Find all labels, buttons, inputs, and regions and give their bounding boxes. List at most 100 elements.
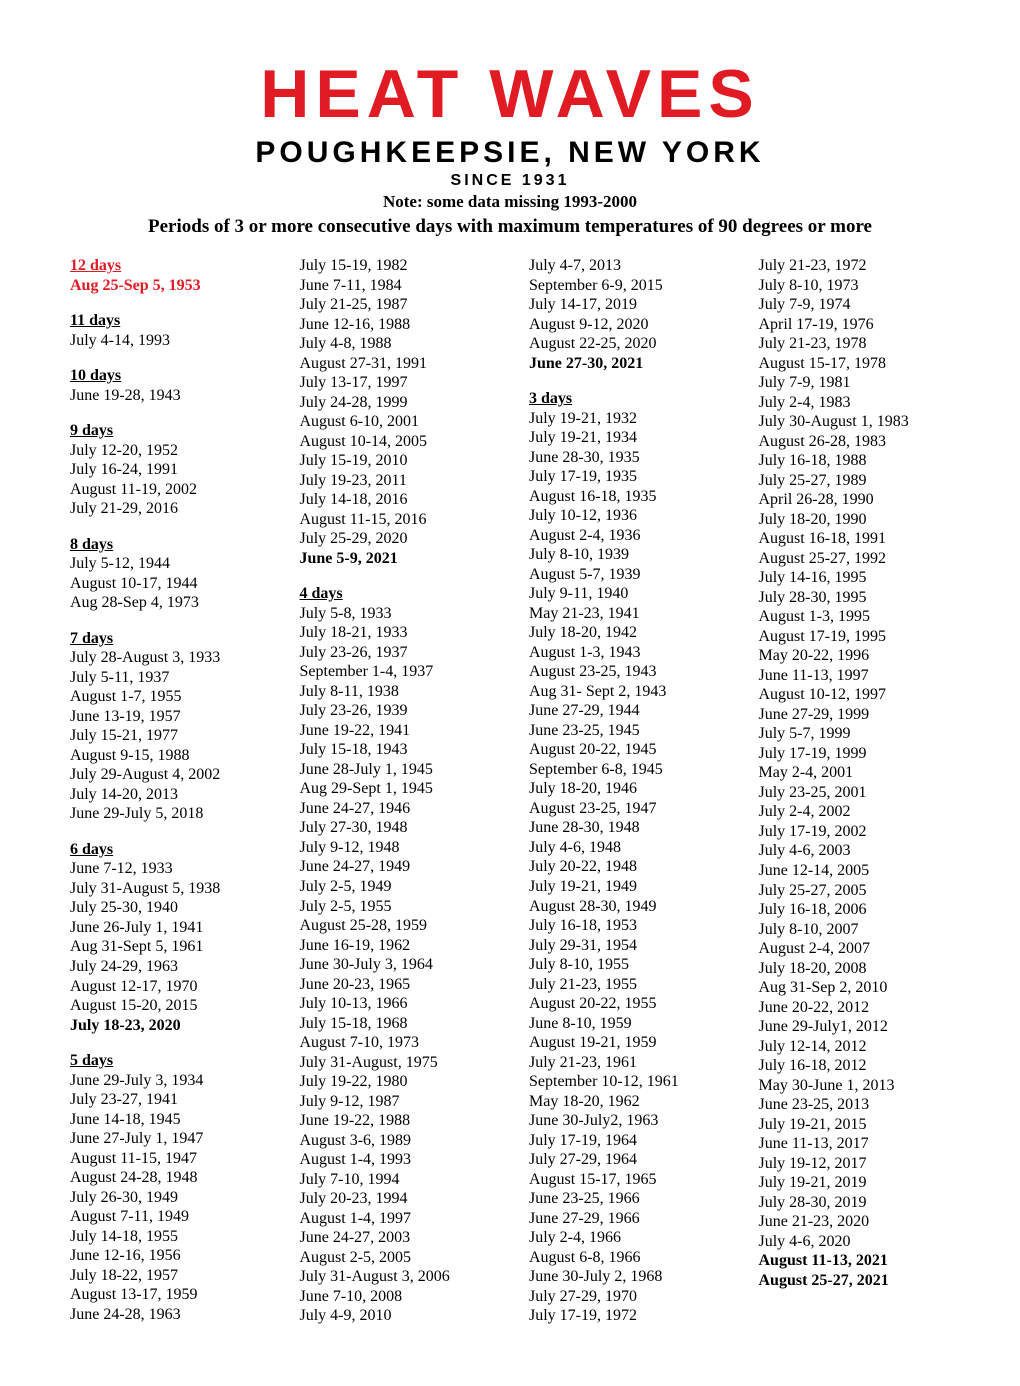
- date-entry: July 31-August, 1975: [300, 1053, 492, 1073]
- group-heading: 7 days: [70, 629, 262, 649]
- date-entry: July 29-August 4, 2002: [70, 765, 262, 785]
- date-entry: July 19-21, 1934: [529, 428, 721, 448]
- date-entry: June 23-25, 2013: [759, 1095, 951, 1115]
- date-entry: July 15-18, 1943: [300, 740, 492, 760]
- date-entry: July 2-5, 1949: [300, 877, 492, 897]
- date-entry: August 22-25, 2020: [529, 334, 721, 354]
- date-entry: August 25-27, 2021: [759, 1271, 951, 1291]
- date-entry: July 28-August 3, 1933: [70, 648, 262, 668]
- date-entry: July 27-30, 1948: [300, 818, 492, 838]
- date-entry: August 24-28, 1948: [70, 1168, 262, 1188]
- date-entry: August 28-30, 1949: [529, 897, 721, 917]
- date-entry: June 28-July 1, 1945: [300, 760, 492, 780]
- date-entry: July 18-20, 1942: [529, 623, 721, 643]
- group-heading: 6 days: [70, 840, 262, 860]
- date-entry: July 21-23, 1961: [529, 1053, 721, 1073]
- date-entry: June 29-July 3, 1934: [70, 1071, 262, 1091]
- group-heading: 5 days: [70, 1051, 262, 1071]
- date-entry: July 17-19, 2002: [759, 822, 951, 842]
- date-entry: July 13-17, 1997: [300, 373, 492, 393]
- date-entry: June 8-10, 1959: [529, 1014, 721, 1034]
- date-entry: June 19-28, 1943: [70, 386, 262, 406]
- date-entry: July 18-20, 1946: [529, 779, 721, 799]
- date-entry: August 13-17, 1959: [70, 1285, 262, 1305]
- date-entry: July 24-29, 1963: [70, 957, 262, 977]
- date-entry: Aug 31- Sept 2, 1943: [529, 682, 721, 702]
- date-entry: July 7-9, 1981: [759, 373, 951, 393]
- date-entry: August 6-8, 1966: [529, 1248, 721, 1268]
- date-entry: June 20-22, 2012: [759, 998, 951, 1018]
- date-entry: June 5-9, 2021: [300, 549, 492, 569]
- date-entry: July 10-12, 1936: [529, 506, 721, 526]
- date-entry: July 5-12, 1944: [70, 554, 262, 574]
- date-entry: August 20-22, 1945: [529, 740, 721, 760]
- date-entry: August 17-19, 1995: [759, 627, 951, 647]
- description-line: Periods of 3 or more consecutive days wi…: [70, 216, 950, 238]
- date-entry: April 17-19, 1976: [759, 315, 951, 335]
- date-entry: May 2-4, 2001: [759, 763, 951, 783]
- date-entry: June 29-July 5, 2018: [70, 804, 262, 824]
- group-heading: 11 days: [70, 311, 262, 331]
- date-entry: July 10-13, 1966: [300, 994, 492, 1014]
- date-entry: July 2-4, 1966: [529, 1228, 721, 1248]
- date-entry: July 5-7, 1999: [759, 724, 951, 744]
- date-entry: June 23-25, 1966: [529, 1189, 721, 1209]
- date-entry: July 5-8, 1933: [300, 604, 492, 624]
- date-entry: July 20-23, 1994: [300, 1189, 492, 1209]
- date-entry: July 14-17, 2019: [529, 295, 721, 315]
- note-line: Note: some data missing 1993-2000: [70, 192, 950, 212]
- date-entry: July 8-10, 1955: [529, 955, 721, 975]
- date-entry: July 25-27, 1989: [759, 471, 951, 491]
- date-entry: June 7-12, 1933: [70, 859, 262, 879]
- date-entry: July 17-19, 1964: [529, 1131, 721, 1151]
- date-entry: July 9-11, 1940: [529, 584, 721, 604]
- date-entry: May 20-22, 1996: [759, 646, 951, 666]
- date-entry: June 29-July1, 2012: [759, 1017, 951, 1037]
- date-entry: July 15-19, 2010: [300, 451, 492, 471]
- date-entry: June 28-30, 1948: [529, 818, 721, 838]
- date-entry: August 11-19, 2002: [70, 480, 262, 500]
- group-heading: 10 days: [70, 366, 262, 386]
- date-entry: June 24-27, 1946: [300, 799, 492, 819]
- date-entry: August 1-7, 1955: [70, 687, 262, 707]
- date-entry: June 12-16, 1956: [70, 1246, 262, 1266]
- date-entry: July 4-14, 1993: [70, 331, 262, 351]
- date-entry: August 19-21, 1959: [529, 1033, 721, 1053]
- date-entry: July 31-August 5, 1938: [70, 879, 262, 899]
- date-entry: September 10-12, 1961: [529, 1072, 721, 1092]
- date-entry: May 30-June 1, 2013: [759, 1076, 951, 1096]
- date-entry: July 21-25, 1987: [300, 295, 492, 315]
- date-entry: July 21-23, 1955: [529, 975, 721, 995]
- date-entry: July 19-23, 2011: [300, 471, 492, 491]
- date-entry: July 19-21, 2019: [759, 1173, 951, 1193]
- date-entry: July 26-30, 1949: [70, 1188, 262, 1208]
- date-entry: June 27-29, 1966: [529, 1209, 721, 1229]
- date-entry: August 1-4, 1993: [300, 1150, 492, 1170]
- date-entry: May 18-20, 1962: [529, 1092, 721, 1112]
- date-entry: July 8-10, 1939: [529, 545, 721, 565]
- date-entry: August 20-22, 1955: [529, 994, 721, 1014]
- date-entry: August 23-25, 1947: [529, 799, 721, 819]
- date-entry: June 11-13, 2017: [759, 1134, 951, 1154]
- date-entry: June 16-19, 1962: [300, 936, 492, 956]
- date-entry: August 1-3, 1995: [759, 607, 951, 627]
- date-entry: August 15-17, 1978: [759, 354, 951, 374]
- date-entry: August 16-18, 1935: [529, 487, 721, 507]
- date-entry: July 23-27, 1941: [70, 1090, 262, 1110]
- date-entry: August 11-15, 2016: [300, 510, 492, 530]
- date-entry: June 26-July 1, 1941: [70, 918, 262, 938]
- date-entry: July 4-8, 1988: [300, 334, 492, 354]
- date-entry: July 25-27, 2005: [759, 881, 951, 901]
- group-heading: 3 days: [529, 389, 721, 409]
- date-entry: July 27-29, 1964: [529, 1150, 721, 1170]
- date-entry: August 7-10, 1973: [300, 1033, 492, 1053]
- date-entry: Aug 31-Sept 5, 1961: [70, 937, 262, 957]
- date-entry: July 18-20, 2008: [759, 959, 951, 979]
- date-entry: August 1-4, 1997: [300, 1209, 492, 1229]
- since-line: SINCE 1931: [70, 172, 950, 190]
- date-entry: July 9-12, 1987: [300, 1092, 492, 1112]
- date-entry: August 16-18, 1991: [759, 529, 951, 549]
- date-entry: July 18-22, 1957: [70, 1266, 262, 1286]
- date-entry: June 30-July2, 1963: [529, 1111, 721, 1131]
- date-entry: July 24-28, 1999: [300, 393, 492, 413]
